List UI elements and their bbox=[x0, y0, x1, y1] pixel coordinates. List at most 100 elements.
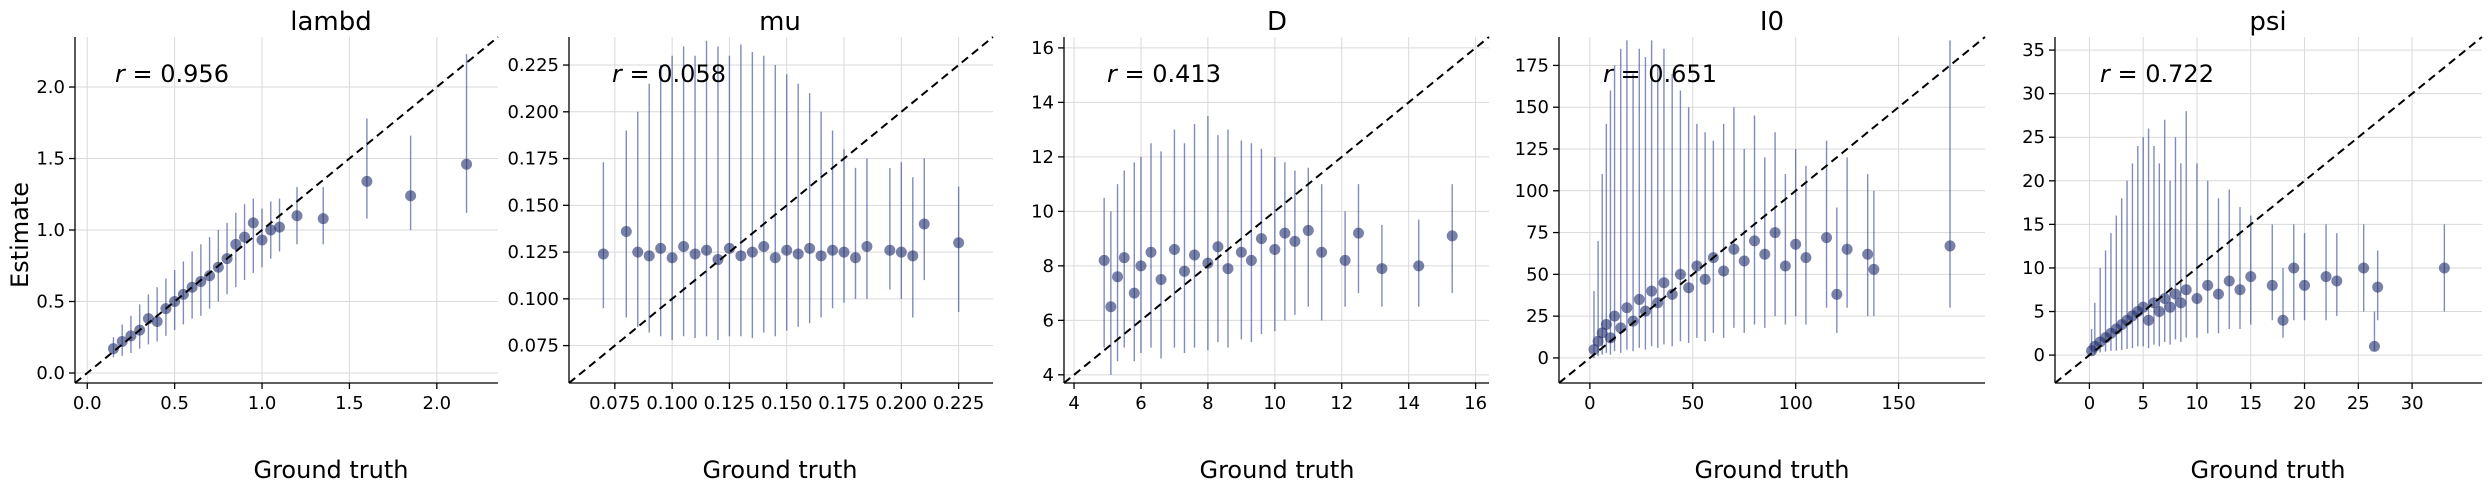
y-tick-label: 16 bbox=[1031, 38, 1054, 59]
data-point bbox=[918, 218, 930, 230]
data-point bbox=[827, 244, 839, 256]
data-point bbox=[405, 190, 417, 202]
correlation-label: r = 0.651 bbox=[1603, 60, 1717, 88]
data-point bbox=[1376, 263, 1388, 275]
y-tick-label: 0.150 bbox=[507, 195, 559, 216]
data-point bbox=[2180, 284, 2192, 296]
data-point bbox=[804, 242, 816, 254]
data-point bbox=[953, 237, 965, 249]
data-point bbox=[1592, 335, 1604, 347]
data-point bbox=[792, 248, 804, 260]
x-tick-label: 1.5 bbox=[335, 393, 364, 414]
data-point bbox=[1790, 238, 1802, 250]
data-point bbox=[2372, 281, 2384, 293]
y-tick-label: 125 bbox=[1515, 139, 1549, 160]
data-point bbox=[781, 244, 793, 256]
y-tick-label: 35 bbox=[2022, 40, 2045, 61]
plot-area: 0 50 100 150 0 25 50 75 100 125 150 175 bbox=[1515, 36, 1986, 414]
x-tick-label: 15 bbox=[2239, 393, 2262, 414]
x-tick-label: 0.075 bbox=[589, 393, 641, 414]
data-point bbox=[689, 248, 701, 260]
data-point bbox=[712, 254, 724, 266]
y-tick-label: 0.175 bbox=[507, 149, 559, 170]
correlation-label: r = 0.722 bbox=[2100, 60, 2214, 88]
y-tick-label: 1.5 bbox=[36, 149, 65, 170]
data-point bbox=[746, 246, 758, 258]
x-axis-label: Ground truth bbox=[253, 456, 408, 484]
x-tick-label: 0.175 bbox=[818, 393, 870, 414]
y-tick-label: 10 bbox=[1031, 201, 1054, 222]
x-tick-label: 30 bbox=[2401, 393, 2424, 414]
data-point bbox=[230, 238, 242, 250]
data-point bbox=[2299, 279, 2311, 291]
y-tick-label: 14 bbox=[1031, 92, 1054, 113]
data-point bbox=[291, 210, 303, 222]
data-point bbox=[1413, 260, 1425, 272]
correlation-label: r = 0.058 bbox=[612, 60, 726, 88]
x-tick-label: 8 bbox=[1202, 393, 1213, 414]
data-point bbox=[1738, 255, 1750, 267]
data-point bbox=[643, 250, 655, 262]
data-point bbox=[1202, 257, 1214, 269]
data-point bbox=[1145, 246, 1157, 258]
y-tick-label: 1.0 bbox=[36, 220, 65, 241]
data-point bbox=[861, 240, 873, 252]
data-point bbox=[769, 252, 781, 264]
data-point bbox=[1289, 235, 1301, 247]
x-axis-label: Ground truth bbox=[1199, 456, 1354, 484]
x-axis-label: Ground truth bbox=[702, 456, 857, 484]
panel-title: lambd bbox=[290, 7, 372, 37]
data-point bbox=[1691, 260, 1703, 272]
x-tick-label: 100 bbox=[1778, 393, 1812, 414]
panel-D: 4 6 8 10 12 14 16 4 6 8 10 12 14 16 D r = 0.413 Groun… bbox=[1031, 7, 1490, 484]
x-tick-label: 4 bbox=[1068, 393, 1079, 414]
data-point bbox=[1646, 285, 1658, 297]
y-tick-label: 8 bbox=[1043, 256, 1054, 277]
x-tick-label: 0.125 bbox=[704, 393, 756, 414]
data-point bbox=[461, 158, 473, 170]
y-tick-label: 0 bbox=[1538, 348, 1549, 369]
data-point bbox=[1302, 224, 1314, 236]
data-point bbox=[247, 217, 259, 229]
data-point bbox=[2223, 275, 2235, 287]
x-tick-label: 0.150 bbox=[761, 393, 813, 414]
panel-lambd: 0.0 0.5 1.0 1.5 2.0 0.0 0.5 1.0 1.5 2.0 lambd r =… bbox=[36, 7, 499, 484]
data-point bbox=[1862, 248, 1874, 260]
data-point bbox=[2277, 314, 2289, 326]
data-point bbox=[1769, 227, 1781, 239]
data-point bbox=[1098, 254, 1110, 266]
identity-line bbox=[568, 36, 994, 384]
panel-title: D bbox=[1267, 7, 1287, 37]
data-point bbox=[1235, 246, 1247, 258]
data-point bbox=[1868, 263, 1880, 275]
data-point bbox=[2159, 292, 2171, 304]
data-point bbox=[361, 175, 373, 187]
x-tick-label: 25 bbox=[2347, 393, 2370, 414]
y-tick-label: 150 bbox=[1515, 97, 1549, 118]
x-tick-label: 0.100 bbox=[646, 393, 698, 414]
data-point bbox=[1728, 243, 1740, 255]
panel-mu: 0.075 0.100 0.125 0.150 0.175 0.200 0.2250.075… bbox=[507, 7, 994, 484]
data-point bbox=[1609, 310, 1621, 322]
data-point bbox=[1446, 230, 1458, 242]
data-point bbox=[2137, 301, 2149, 313]
data-point bbox=[1779, 260, 1791, 272]
data-point bbox=[1352, 227, 1364, 239]
data-point bbox=[1269, 244, 1281, 256]
data-point bbox=[1155, 273, 1167, 285]
panel-title: psi bbox=[2249, 7, 2286, 37]
data-point bbox=[1112, 271, 1124, 283]
correlation-label: r = 0.956 bbox=[115, 60, 229, 88]
data-point bbox=[274, 221, 286, 233]
data-point bbox=[2331, 275, 2343, 287]
y-tick-label: 0.0 bbox=[36, 363, 65, 384]
plot-area: 0 5 10 15 20 25 30 0 5 10 15 20 25 30 35 bbox=[2022, 36, 2483, 414]
x-tick-label: 16 bbox=[1464, 393, 1487, 414]
data-point bbox=[701, 244, 713, 256]
plot-area: 4 6 8 10 12 14 16 4 6 8 10 12 14 16 bbox=[1031, 36, 1490, 414]
data-point bbox=[1222, 263, 1234, 275]
x-tick-label: 20 bbox=[2293, 393, 2316, 414]
panel-I0: 0 50 100 150 0 25 50 75 100 125 150 175 I0 r = 0.65… bbox=[1515, 7, 1986, 484]
data-point bbox=[2202, 279, 2214, 291]
data-point bbox=[895, 246, 907, 258]
